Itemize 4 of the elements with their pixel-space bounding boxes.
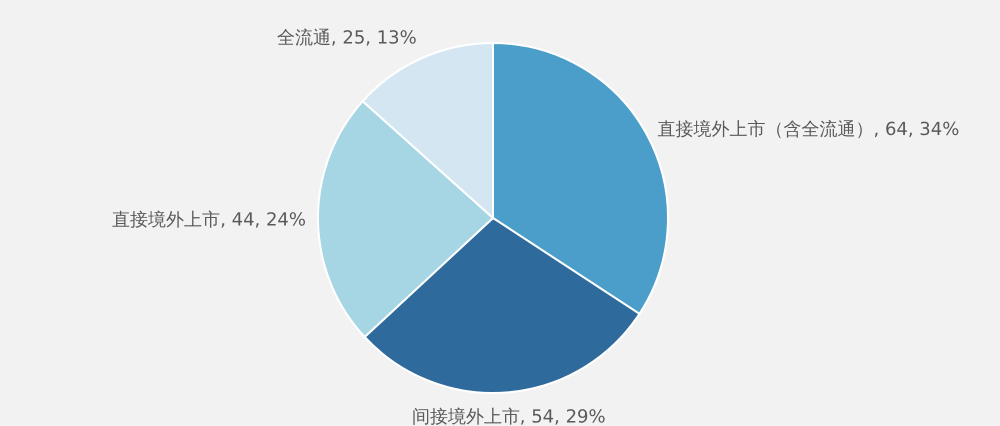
- slice-label: 全流通, 25, 13%: [276, 27, 417, 48]
- slice-label: 间接境外上市, 54, 29%: [412, 406, 606, 426]
- slice-label: 直接境外上市（含全流通）, 64, 34%: [658, 119, 960, 140]
- slice-label: 直接境外上市, 44, 24%: [112, 210, 306, 231]
